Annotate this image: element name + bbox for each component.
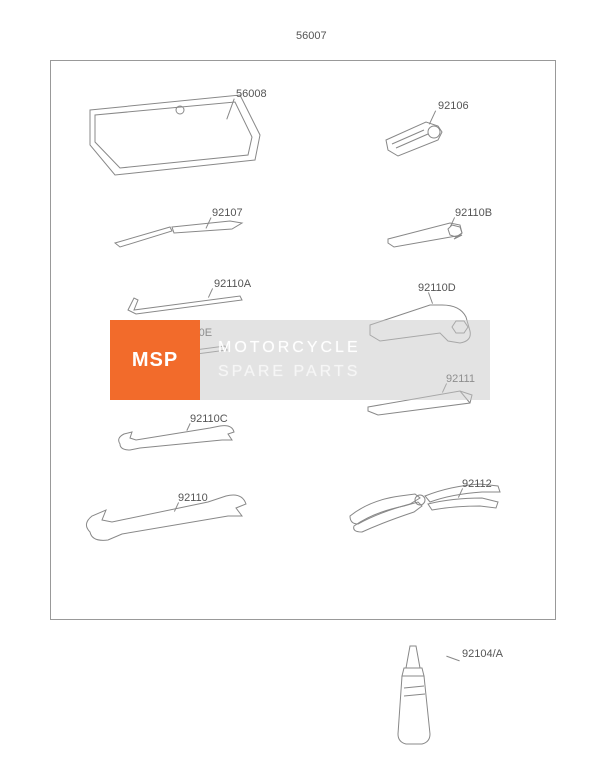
tool-hex-a <box>120 290 250 320</box>
label-pliers: 92112 <box>462 478 492 490</box>
label-tube: 92104/A <box>462 648 503 660</box>
tool-box-wrench <box>380 215 475 250</box>
watermark-text: MOTORCYCLE SPARE PARTS <box>200 336 361 384</box>
label-grip: 92106 <box>438 100 469 112</box>
label-bag: 56008 <box>236 88 267 100</box>
tool-screwdriver <box>110 215 250 250</box>
watermark-line1: MOTORCYCLE <box>218 336 361 360</box>
label-screwdriver: 92107 <box>212 207 243 219</box>
label-spanner-c: 92110C <box>190 413 228 425</box>
tool-spanner-c <box>110 420 245 455</box>
tool-spanner <box>78 490 253 550</box>
label-hex-a: 92110A <box>214 278 251 290</box>
watermark-logo: MSP <box>110 320 200 400</box>
tool-bag <box>80 90 270 180</box>
label-ring-wrench: 92110D <box>418 282 456 294</box>
label-spanner: 92110 <box>178 492 208 504</box>
label-box-wrench: 92110B <box>455 207 492 219</box>
watermark-line2: SPARE PARTS <box>218 360 361 384</box>
watermark: MSP MOTORCYCLE SPARE PARTS <box>110 320 490 400</box>
label-kit: 56007 <box>296 30 327 42</box>
tool-tube <box>380 640 450 750</box>
tool-grip <box>376 110 456 160</box>
